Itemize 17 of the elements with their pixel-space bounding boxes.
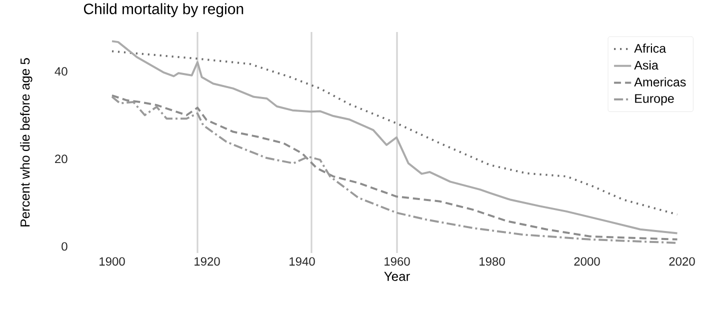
legend-label: Africa (634, 44, 666, 53)
x-axis-title: Year (384, 272, 410, 281)
y-tick-label: 0 (62, 242, 68, 251)
x-tick-label: 1920 (194, 257, 220, 266)
legend-label: Americas (634, 77, 686, 87)
y-axis-title: Percent who die before age 5 (20, 58, 32, 226)
legend-label: Europe (635, 94, 674, 106)
x-tick-label: 1900 (100, 257, 125, 266)
legend-label: Asia (634, 60, 658, 70)
x-tick-label: 2000 (574, 257, 600, 266)
y-tick-label: 20 (55, 154, 68, 164)
x-tick-label: 1940 (290, 257, 315, 266)
chart-title: Child mortality by region (84, 3, 244, 18)
x-tick-label: 1980 (480, 257, 505, 266)
x-tick-label: 1960 (384, 257, 410, 266)
y-tick-label: 40 (54, 67, 68, 76)
x-tick-label: 2020 (669, 257, 695, 266)
